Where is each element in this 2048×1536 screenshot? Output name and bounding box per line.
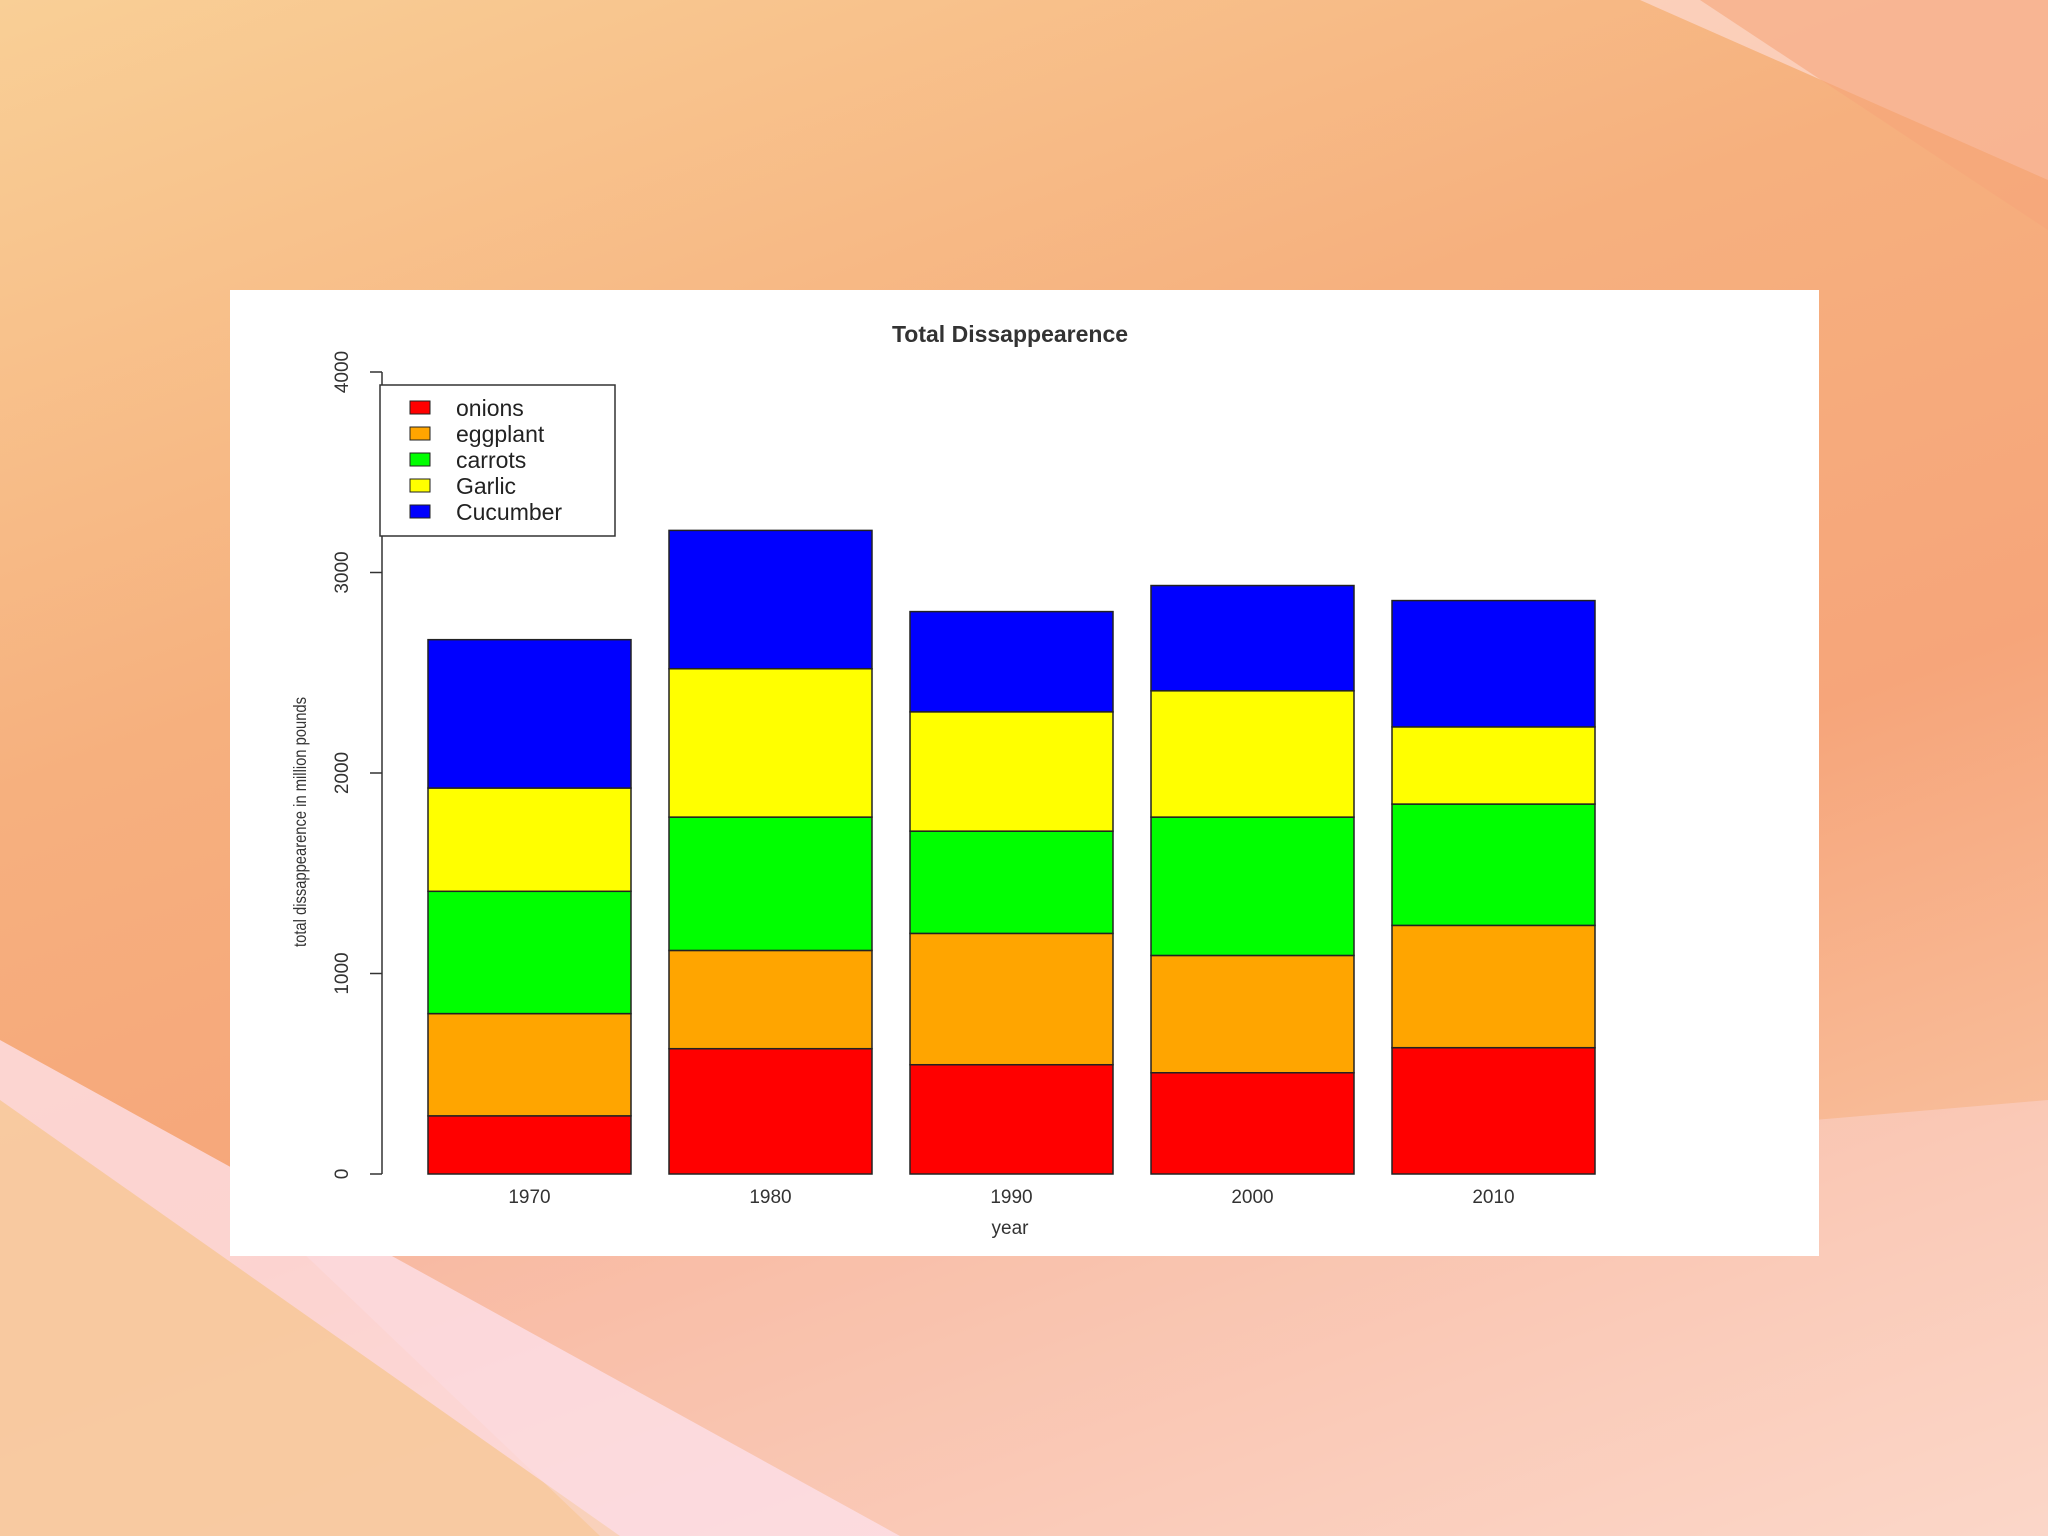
- bar-segment-garlic-1990: [909, 711, 1114, 832]
- y-tick-label: 3000: [332, 551, 353, 593]
- bar-segment-carrots-1980: [668, 816, 873, 952]
- legend-swatch-carrots: [409, 452, 431, 467]
- y-axis-title: total dissappearence in million pounds: [291, 697, 311, 947]
- bar-segment-onions-1970: [427, 1115, 632, 1175]
- x-axis-labels: 1970 1980 1990 2000 2010: [508, 1187, 1514, 1208]
- bar-segment-garlic-2010: [1391, 726, 1596, 805]
- stacked-bar-chart: Total Dissappearence 0 1000 2000 3000 4000 1…: [291, 321, 1596, 1239]
- chart-title: Total Dissappearence: [892, 321, 1128, 347]
- x-tick-label: 2000: [1231, 1187, 1273, 1208]
- y-axis: 0 1000 2000 3000 4000: [332, 351, 383, 1180]
- bar-segment-garlic-1980: [668, 667, 873, 818]
- bar-segment-eggplant-1970: [427, 1012, 632, 1117]
- bar-segment-eggplant-2010: [1391, 924, 1596, 1049]
- legend-swatch-garlic: [409, 478, 431, 493]
- y-tick-label: 2000: [332, 752, 353, 794]
- y-tick-label: 1000: [332, 952, 353, 994]
- legend-label-garlic: Garlic: [456, 473, 516, 499]
- y-tick-label: 4000: [332, 351, 353, 393]
- bar-segment-carrots-1990: [909, 830, 1114, 935]
- bar-segment-cucumber-1990: [909, 610, 1114, 713]
- bar-segment-cucumber-1970: [427, 638, 632, 789]
- chart-panel: Total Dissappearence 0 1000 2000 3000 4000 1…: [230, 290, 1819, 1256]
- bar-segment-eggplant-2000: [1150, 954, 1355, 1074]
- legend-swatch-onions: [409, 400, 431, 415]
- bar-segment-cucumber-2010: [1391, 599, 1596, 728]
- x-tick-label: 1990: [990, 1187, 1032, 1208]
- y-tick-label: 0: [332, 1169, 353, 1180]
- x-tick-label: 2010: [1472, 1187, 1514, 1208]
- legend-label-carrots: carrots: [456, 447, 526, 473]
- bar-segment-carrots-1970: [427, 890, 632, 1015]
- legend-label-onions: onions: [456, 395, 524, 421]
- bar-segment-cucumber-1980: [668, 529, 873, 670]
- legend-swatch-eggplant: [409, 426, 431, 441]
- bar-segment-cucumber-2000: [1150, 584, 1355, 692]
- bar-segment-garlic-2000: [1150, 690, 1355, 818]
- legend-label-cucumber: Cucumber: [456, 499, 562, 525]
- bar-segment-onions-1980: [668, 1047, 873, 1175]
- bar-segment-onions-2000: [1150, 1071, 1355, 1175]
- bar-segment-onions-2010: [1391, 1046, 1596, 1175]
- x-tick-label: 1980: [749, 1187, 791, 1208]
- bar-segment-garlic-1970: [427, 787, 632, 893]
- x-tick-label: 1970: [508, 1187, 550, 1208]
- bar-segment-onions-1990: [909, 1063, 1114, 1175]
- bar-segment-eggplant-1980: [668, 949, 873, 1050]
- x-axis-title: year: [992, 1218, 1030, 1239]
- legend-label-eggplant: eggplant: [456, 421, 545, 447]
- bar-segment-eggplant-1990: [909, 932, 1114, 1066]
- legend-swatch-cucumber: [409, 504, 431, 519]
- bar-segment-carrots-2000: [1150, 816, 1355, 957]
- bars-group: [427, 529, 1596, 1175]
- bar-segment-carrots-2010: [1391, 803, 1596, 927]
